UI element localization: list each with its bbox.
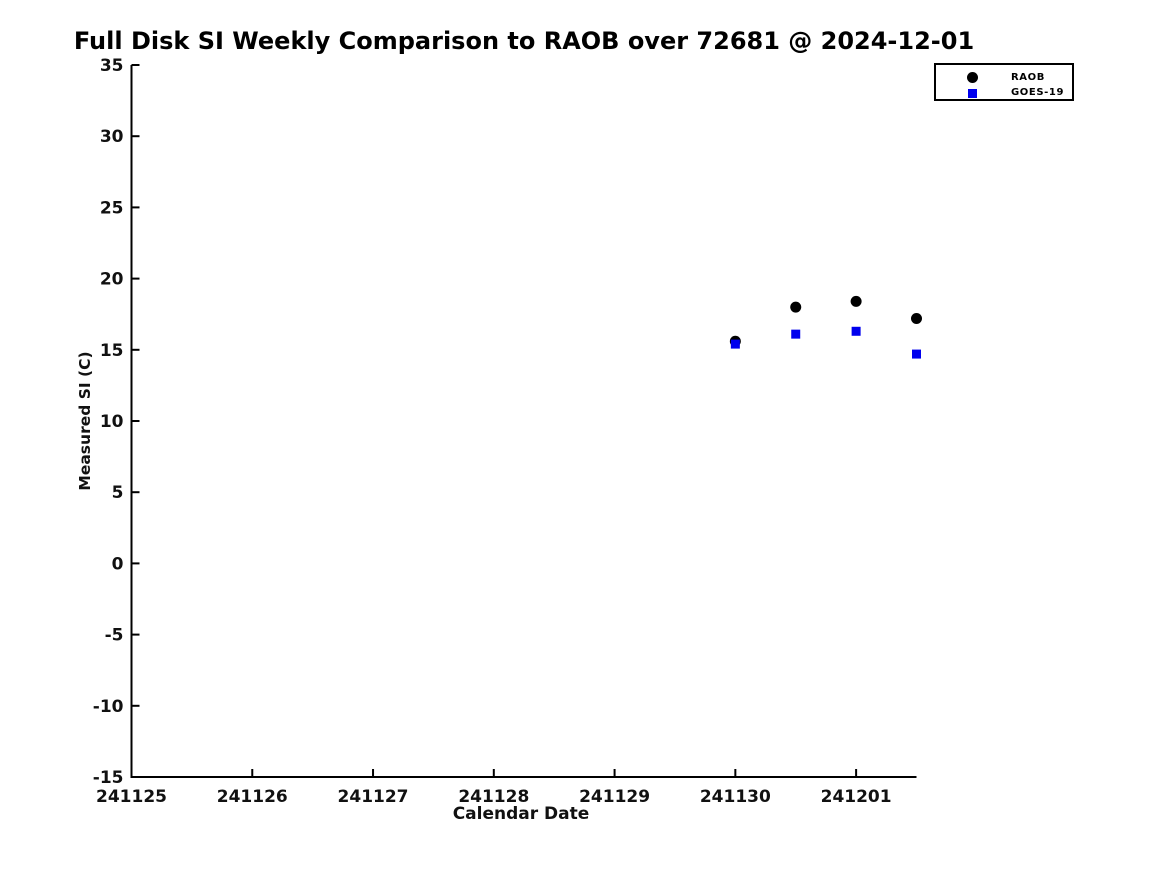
x-tick-label: 241201: [821, 787, 892, 807]
x-tick-label: 241128: [458, 787, 529, 807]
x-tick-label: 241126: [217, 787, 288, 807]
y-tick-label: 5: [112, 483, 124, 503]
x-tick-label: 241129: [579, 787, 650, 807]
y-tick-label: 20: [100, 270, 124, 290]
legend-entry-goes19: GOES-19: [936, 86, 1072, 100]
data-point-raob: [850, 295, 862, 307]
x-tick-label: 241127: [338, 787, 409, 807]
data-point-goes19: [912, 349, 921, 359]
data-point-goes19: [851, 326, 861, 336]
x-tick-label: 241125: [96, 787, 167, 807]
data-point-goes19: [791, 329, 801, 339]
legend-label-goes19: GOES-19: [1011, 87, 1065, 98]
data-point-raob: [790, 301, 802, 313]
legend: RAOB GOES-19: [934, 63, 1074, 101]
y-tick-label: 35: [100, 56, 124, 76]
y-tick-label: 15: [100, 341, 124, 361]
y-tick-label: 0: [112, 554, 124, 574]
data-point-raob: [911, 312, 922, 324]
x-tick-label: 241130: [700, 787, 771, 807]
raob-circle-marker-icon: [967, 72, 978, 83]
data-point-goes19: [730, 339, 740, 349]
chart-title: Full Disk SI Weekly Comparison to RAOB o…: [73, 27, 975, 55]
legend-entry-raob: RAOB: [936, 71, 1072, 85]
y-tick-label: -10: [93, 697, 124, 717]
y-tick-label: 10: [100, 412, 124, 432]
goes19-square-marker-icon: [968, 89, 977, 98]
y-tick-label: -15: [93, 768, 124, 788]
y-tick-label: -5: [105, 626, 124, 646]
legend-label-raob: RAOB: [1011, 72, 1045, 83]
y-tick-label: 25: [100, 198, 124, 218]
y-axis-label: Measured SI (C): [76, 351, 94, 491]
x-axis-label: Calendar Date: [452, 804, 590, 824]
y-tick-label: 30: [100, 127, 124, 147]
